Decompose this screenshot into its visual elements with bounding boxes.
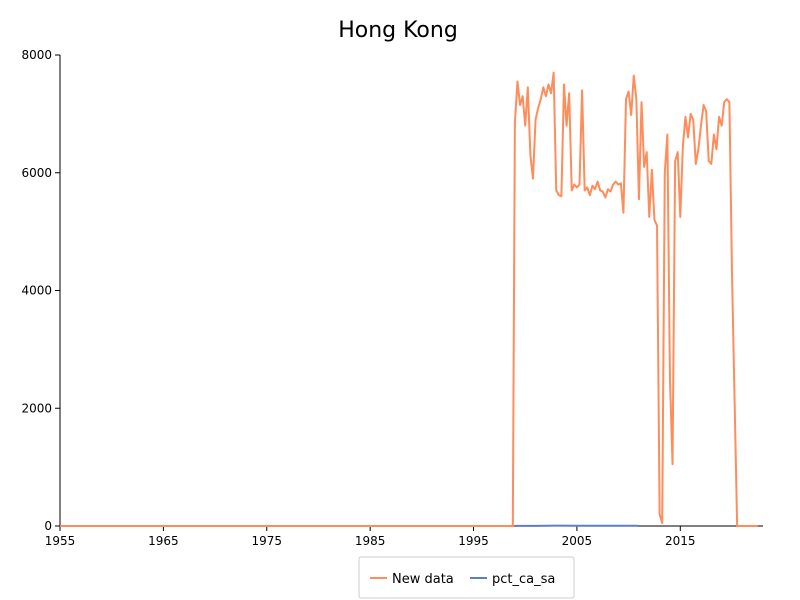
y-tick-label: 4000 <box>21 284 52 298</box>
y-axis: 0 2000 4000 6000 8000 <box>21 48 61 533</box>
y-tick-label: 0 <box>44 519 52 533</box>
chart-title: Hong Kong <box>338 18 458 43</box>
x-tick-label: 2005 <box>562 534 593 548</box>
legend-box <box>358 556 575 599</box>
x-tick-label: 1955 <box>45 534 76 548</box>
legend-label-pct-ca-sa: pct_ca_sa <box>492 572 555 587</box>
x-tick-label: 1995 <box>458 534 489 548</box>
legend[interactable]: New data pct_ca_sa <box>358 556 575 599</box>
legend-label-new-data: New data <box>392 572 454 587</box>
x-tick-label: 1965 <box>148 534 179 548</box>
series-line-new-data <box>60 71 758 527</box>
series-group <box>60 71 758 527</box>
y-tick-label: 6000 <box>21 166 52 180</box>
x-tick-label: 2015 <box>665 534 696 548</box>
y-tick-label: 2000 <box>21 401 52 415</box>
x-tick-label: 1985 <box>355 534 386 548</box>
x-axis: 1955 1965 1975 1985 1995 2005 2015 <box>45 525 763 548</box>
y-tick-label: 8000 <box>21 48 52 62</box>
x-tick-label: 1975 <box>251 534 282 548</box>
